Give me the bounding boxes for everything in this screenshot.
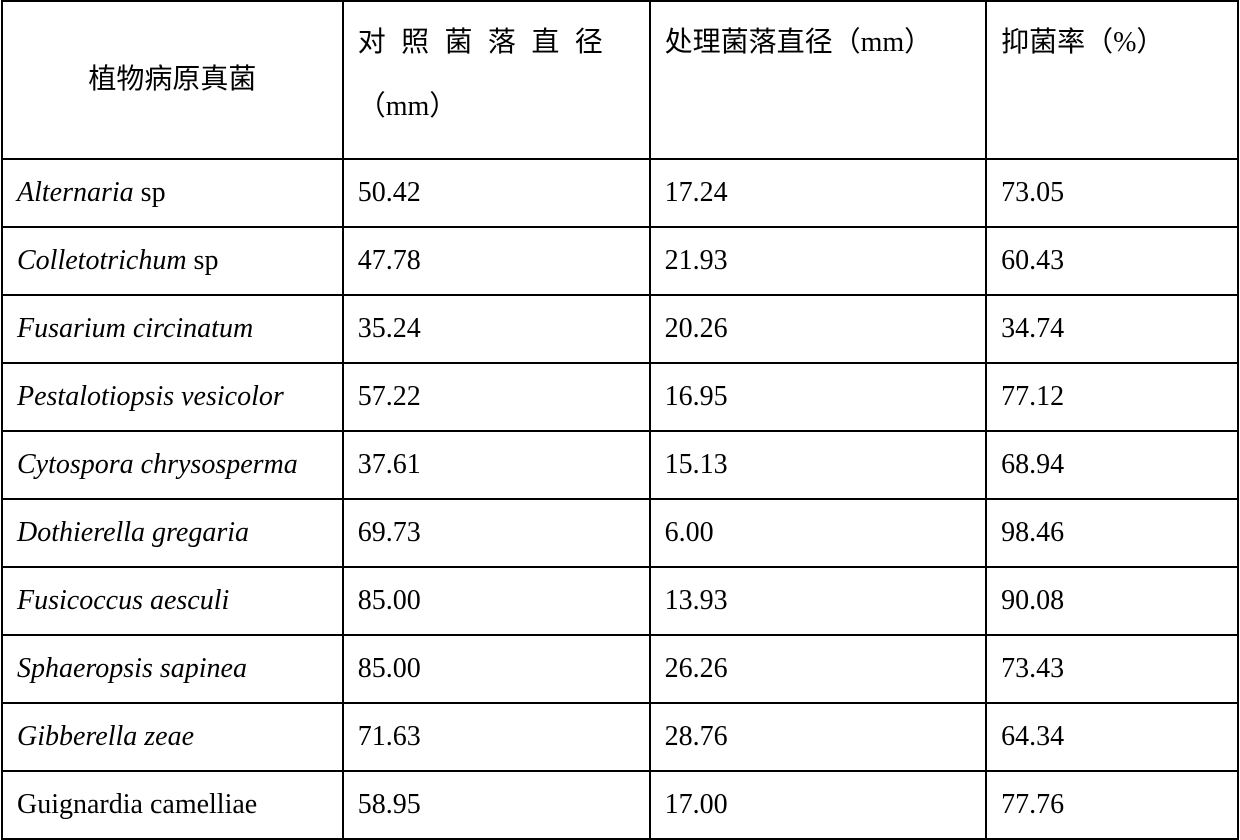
cell-inhibition-rate: 77.12 — [986, 363, 1238, 431]
cell-treated-diameter: 17.24 — [650, 159, 987, 227]
cell-treated-diameter: 21.93 — [650, 227, 987, 295]
cell-treated-diameter: 6.00 — [650, 499, 987, 567]
table-row: Fusarium circinatum 35.2420.2634.74 — [2, 295, 1238, 363]
fungi-inhibition-table: 植物病原真菌 对 照 菌 落 直 径 （mm） 处理菌落直径（mm） 抑菌率（%… — [1, 0, 1239, 840]
cell-inhibition-rate: 98.46 — [986, 499, 1238, 567]
col-header-control-diameter: 对 照 菌 落 直 径 （mm） — [343, 1, 650, 159]
cell-treated-diameter: 28.76 — [650, 703, 987, 771]
species-italic-text: Fusarium circinatum — [17, 313, 253, 344]
cell-inhibition-rate: 73.05 — [986, 159, 1238, 227]
cell-control-diameter: 85.00 — [343, 567, 650, 635]
cell-species: Gibberella zeae — [2, 703, 343, 771]
species-italic-text: Alternaria — [17, 177, 134, 208]
cell-control-diameter: 69.73 — [343, 499, 650, 567]
table-body: Alternaria sp50.4217.2473.05Colletotrich… — [2, 159, 1238, 839]
species-italic-text: Sphaeropsis sapinea — [17, 653, 247, 684]
cell-control-diameter: 57.22 — [343, 363, 650, 431]
cell-species: Sphaeropsis sapinea — [2, 635, 343, 703]
table-row: Cytospora chrysosperma 37.6115.1368.94 — [2, 431, 1238, 499]
table-row: Gibberella zeae 71.6328.7664.34 — [2, 703, 1238, 771]
cell-species: Pestalotiopsis vesicolor — [2, 363, 343, 431]
table-row: Fusicoccus aesculi 85.0013.9390.08 — [2, 567, 1238, 635]
cell-treated-diameter: 17.00 — [650, 771, 987, 839]
cell-inhibition-rate: 68.94 — [986, 431, 1238, 499]
cell-inhibition-rate: 34.74 — [986, 295, 1238, 363]
table-row: Pestalotiopsis vesicolor 57.2216.9577.12 — [2, 363, 1238, 431]
species-italic-text: Gibberella zeae — [17, 721, 194, 752]
cell-species: Dothierella gregaria — [2, 499, 343, 567]
species-italic-text: Pestalotiopsis vesicolor — [17, 381, 284, 412]
species-rest-text: sp — [187, 245, 219, 276]
cell-inhibition-rate: 64.34 — [986, 703, 1238, 771]
species-rest-text: Guignardia camelliae — [17, 789, 257, 820]
cell-control-diameter: 35.24 — [343, 295, 650, 363]
cell-control-diameter: 58.95 — [343, 771, 650, 839]
cell-species: Alternaria sp — [2, 159, 343, 227]
cell-inhibition-rate: 90.08 — [986, 567, 1238, 635]
cell-treated-diameter: 26.26 — [650, 635, 987, 703]
table-row: Colletotrichum sp47.7821.9360.43 — [2, 227, 1238, 295]
table-header-row: 植物病原真菌 对 照 菌 落 直 径 （mm） 处理菌落直径（mm） 抑菌率（%… — [2, 1, 1238, 159]
species-italic-text: Dothierella gregaria — [17, 517, 249, 548]
table-row: Dothierella gregaria 69.736.0098.46 — [2, 499, 1238, 567]
cell-control-diameter: 50.42 — [343, 159, 650, 227]
cell-treated-diameter: 20.26 — [650, 295, 987, 363]
table-row: Alternaria sp50.4217.2473.05 — [2, 159, 1238, 227]
cell-control-diameter: 85.00 — [343, 635, 650, 703]
col-header-species: 植物病原真菌 — [2, 1, 343, 159]
cell-species: Guignardia camelliae — [2, 771, 343, 839]
cell-species: Colletotrichum sp — [2, 227, 343, 295]
cell-treated-diameter: 13.93 — [650, 567, 987, 635]
col-header-treated-diameter: 处理菌落直径（mm） — [650, 1, 987, 159]
cell-species: Fusicoccus aesculi — [2, 567, 343, 635]
table-row: Sphaeropsis sapinea 85.0026.2673.43 — [2, 635, 1238, 703]
cell-inhibition-rate: 77.76 — [986, 771, 1238, 839]
cell-control-diameter: 71.63 — [343, 703, 650, 771]
species-italic-text: Cytospora chrysosperma — [17, 449, 298, 480]
col-header-inhibition-rate: 抑菌率（%） — [986, 1, 1238, 159]
cell-inhibition-rate: 60.43 — [986, 227, 1238, 295]
species-italic-text: Colletotrichum — [17, 245, 187, 276]
cell-species: Fusarium circinatum — [2, 295, 343, 363]
species-italic-text: Fusicoccus aesculi — [17, 585, 229, 616]
col-header-control-line1: 对 照 菌 落 直 径 — [358, 27, 607, 58]
table-row: Guignardia camelliae 58.9517.0077.76 — [2, 771, 1238, 839]
cell-treated-diameter: 16.95 — [650, 363, 987, 431]
cell-control-diameter: 37.61 — [343, 431, 650, 499]
cell-control-diameter: 47.78 — [343, 227, 650, 295]
cell-inhibition-rate: 73.43 — [986, 635, 1238, 703]
col-header-control-line2: （mm） — [358, 86, 635, 128]
species-rest-text: sp — [134, 177, 166, 208]
cell-species: Cytospora chrysosperma — [2, 431, 343, 499]
cell-treated-diameter: 15.13 — [650, 431, 987, 499]
